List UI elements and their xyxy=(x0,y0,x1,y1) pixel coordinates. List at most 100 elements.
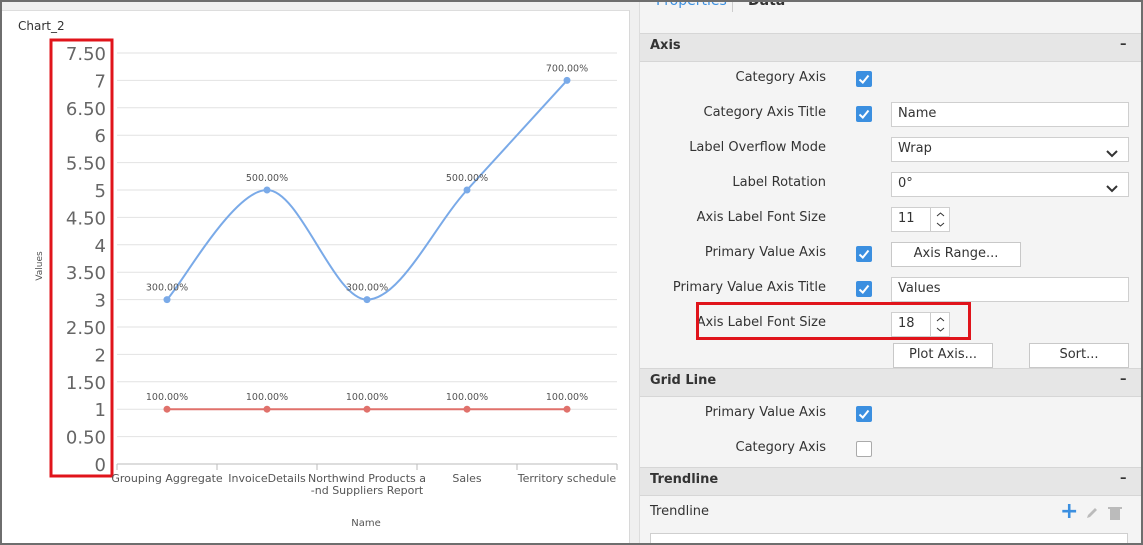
x-tick-label: Sales xyxy=(452,472,482,485)
check-mark xyxy=(858,109,870,119)
section-title: Grid Line xyxy=(650,373,717,388)
y-tick-label: 6.50 xyxy=(66,99,106,120)
y-tick-label: 2.50 xyxy=(66,318,106,339)
y-tick-label: 3 xyxy=(95,291,106,312)
y-tick-label: 0.50 xyxy=(66,428,106,449)
text-input[interactable]: Values xyxy=(891,277,1129,302)
row-label: Category Axis Title xyxy=(703,105,826,120)
checkbox[interactable] xyxy=(856,441,872,457)
y-tick-label: 0 xyxy=(95,455,106,476)
row-label: Category Axis xyxy=(735,70,827,85)
x-tick-label: Grouping Aggregate xyxy=(111,472,223,485)
check-mark xyxy=(858,74,870,84)
input xyxy=(650,533,1128,543)
checkbox[interactable] xyxy=(856,71,872,87)
y-tick-label: 3.50 xyxy=(66,263,106,284)
checkbox[interactable] xyxy=(856,281,872,297)
button[interactable]: Sort... xyxy=(1029,343,1129,368)
dropdown[interactable]: 0° xyxy=(891,172,1129,197)
checkbox[interactable] xyxy=(856,406,872,422)
collapse-icon[interactable]: – xyxy=(1120,37,1127,52)
tab[interactable]: Data xyxy=(748,0,786,9)
section-title: Axis xyxy=(650,38,681,53)
y-tick-label: 5.50 xyxy=(66,154,106,175)
collapse-icon[interactable]: – xyxy=(1120,372,1127,387)
row-label: Category Axis xyxy=(735,440,827,455)
x-axis-title: Name xyxy=(351,518,381,529)
section-header: Grid Line – xyxy=(640,368,1141,397)
y-tick-label: 2 xyxy=(95,345,106,366)
add-icon[interactable]: + xyxy=(1060,499,1079,524)
data-label: 100.00% xyxy=(246,392,288,403)
dropdown-arrow xyxy=(1106,179,1118,201)
y-tick-label: 7.50 xyxy=(66,44,106,65)
edit-delete-icons[interactable] xyxy=(1084,505,1124,525)
spinner[interactable] xyxy=(930,208,950,231)
checkbox[interactable] xyxy=(856,106,872,122)
number-input[interactable]: 18 xyxy=(891,312,950,337)
data-point xyxy=(563,76,571,84)
data-label: 300.00% xyxy=(346,283,388,294)
collapse-icon[interactable]: – xyxy=(1120,471,1127,486)
chevron xyxy=(1106,150,1118,158)
row-label: Axis Label Font Size xyxy=(696,210,826,225)
check-mark xyxy=(858,409,870,419)
y-tick-label: 4 xyxy=(95,236,106,257)
chart-panel: Chart_2 Values Name 0 0.50 1 1.50 2 2.50 3 3.50… xyxy=(2,10,630,543)
x-tick-label: InvoiceDetails xyxy=(228,472,306,485)
checkbox[interactable] xyxy=(856,246,872,262)
section-header: Axis – xyxy=(640,33,1141,62)
tab-divider xyxy=(732,2,733,12)
properties-panel: Properties Data Axis – Category Axis Category… xyxy=(639,0,1141,543)
icons[interactable] xyxy=(1084,505,1124,521)
data-point xyxy=(163,405,171,413)
data-point xyxy=(363,296,371,304)
dropdown[interactable]: Wrap xyxy=(891,137,1129,162)
spinner-arrows xyxy=(936,212,945,227)
dropdown-arrow xyxy=(1106,144,1118,166)
data-point xyxy=(463,405,471,413)
y-tick-label: 1 xyxy=(95,400,106,421)
data-point xyxy=(263,405,271,413)
x-tick-label: Northwind Products a -nd Suppliers Report xyxy=(308,472,426,497)
data-label: 700.00% xyxy=(546,63,588,74)
spinner[interactable] xyxy=(930,313,950,336)
row-label: Primary Value Axis xyxy=(704,245,826,260)
chart: Chart_2 Values Name 0 0.50 1 1.50 2 2.50 3 3.50… xyxy=(18,19,618,529)
data-point xyxy=(363,405,371,413)
y-tick-label: 1.50 xyxy=(66,373,106,394)
y-tick-label: 4.50 xyxy=(66,208,106,229)
data-point xyxy=(163,296,171,304)
row-label: Label Overflow Mode xyxy=(689,140,826,155)
y-tick-label: 5 xyxy=(95,181,106,202)
data-label: 100.00% xyxy=(546,392,588,403)
button[interactable]: Axis Range... xyxy=(891,242,1021,267)
y-axis-title: Values xyxy=(35,251,45,281)
row-label: Axis Label Font Size xyxy=(696,315,826,330)
check-mark xyxy=(858,284,870,294)
row-label: Trendline xyxy=(650,504,710,519)
check-mark xyxy=(858,249,870,259)
button[interactable]: Plot Axis... xyxy=(893,343,993,368)
text-input[interactable]: Name xyxy=(891,102,1129,127)
y-tick-label: 6 xyxy=(95,126,106,147)
data-label: 100.00% xyxy=(146,392,188,403)
x-tick-label: Territory schedule xyxy=(517,472,617,485)
data-label: 100.00% xyxy=(446,392,488,403)
highlight-box xyxy=(696,302,971,340)
spinner-arrows xyxy=(936,317,945,332)
row-label: Label Rotation xyxy=(732,175,826,190)
data-point xyxy=(263,186,271,194)
data-point xyxy=(563,405,571,413)
data-label: 500.00% xyxy=(246,173,288,184)
data-point xyxy=(463,186,471,194)
row-label: Primary Value Axis xyxy=(704,405,826,420)
section-title: Trendline xyxy=(650,472,719,487)
number-input[interactable]: 11 xyxy=(891,207,950,232)
row-label: Primary Value Axis Title xyxy=(672,280,826,295)
y-tick-label: 7 xyxy=(95,71,106,92)
chart-title: Chart_2 xyxy=(18,19,65,33)
tab[interactable]: Properties xyxy=(656,0,727,9)
data-label: 300.00% xyxy=(146,283,188,294)
